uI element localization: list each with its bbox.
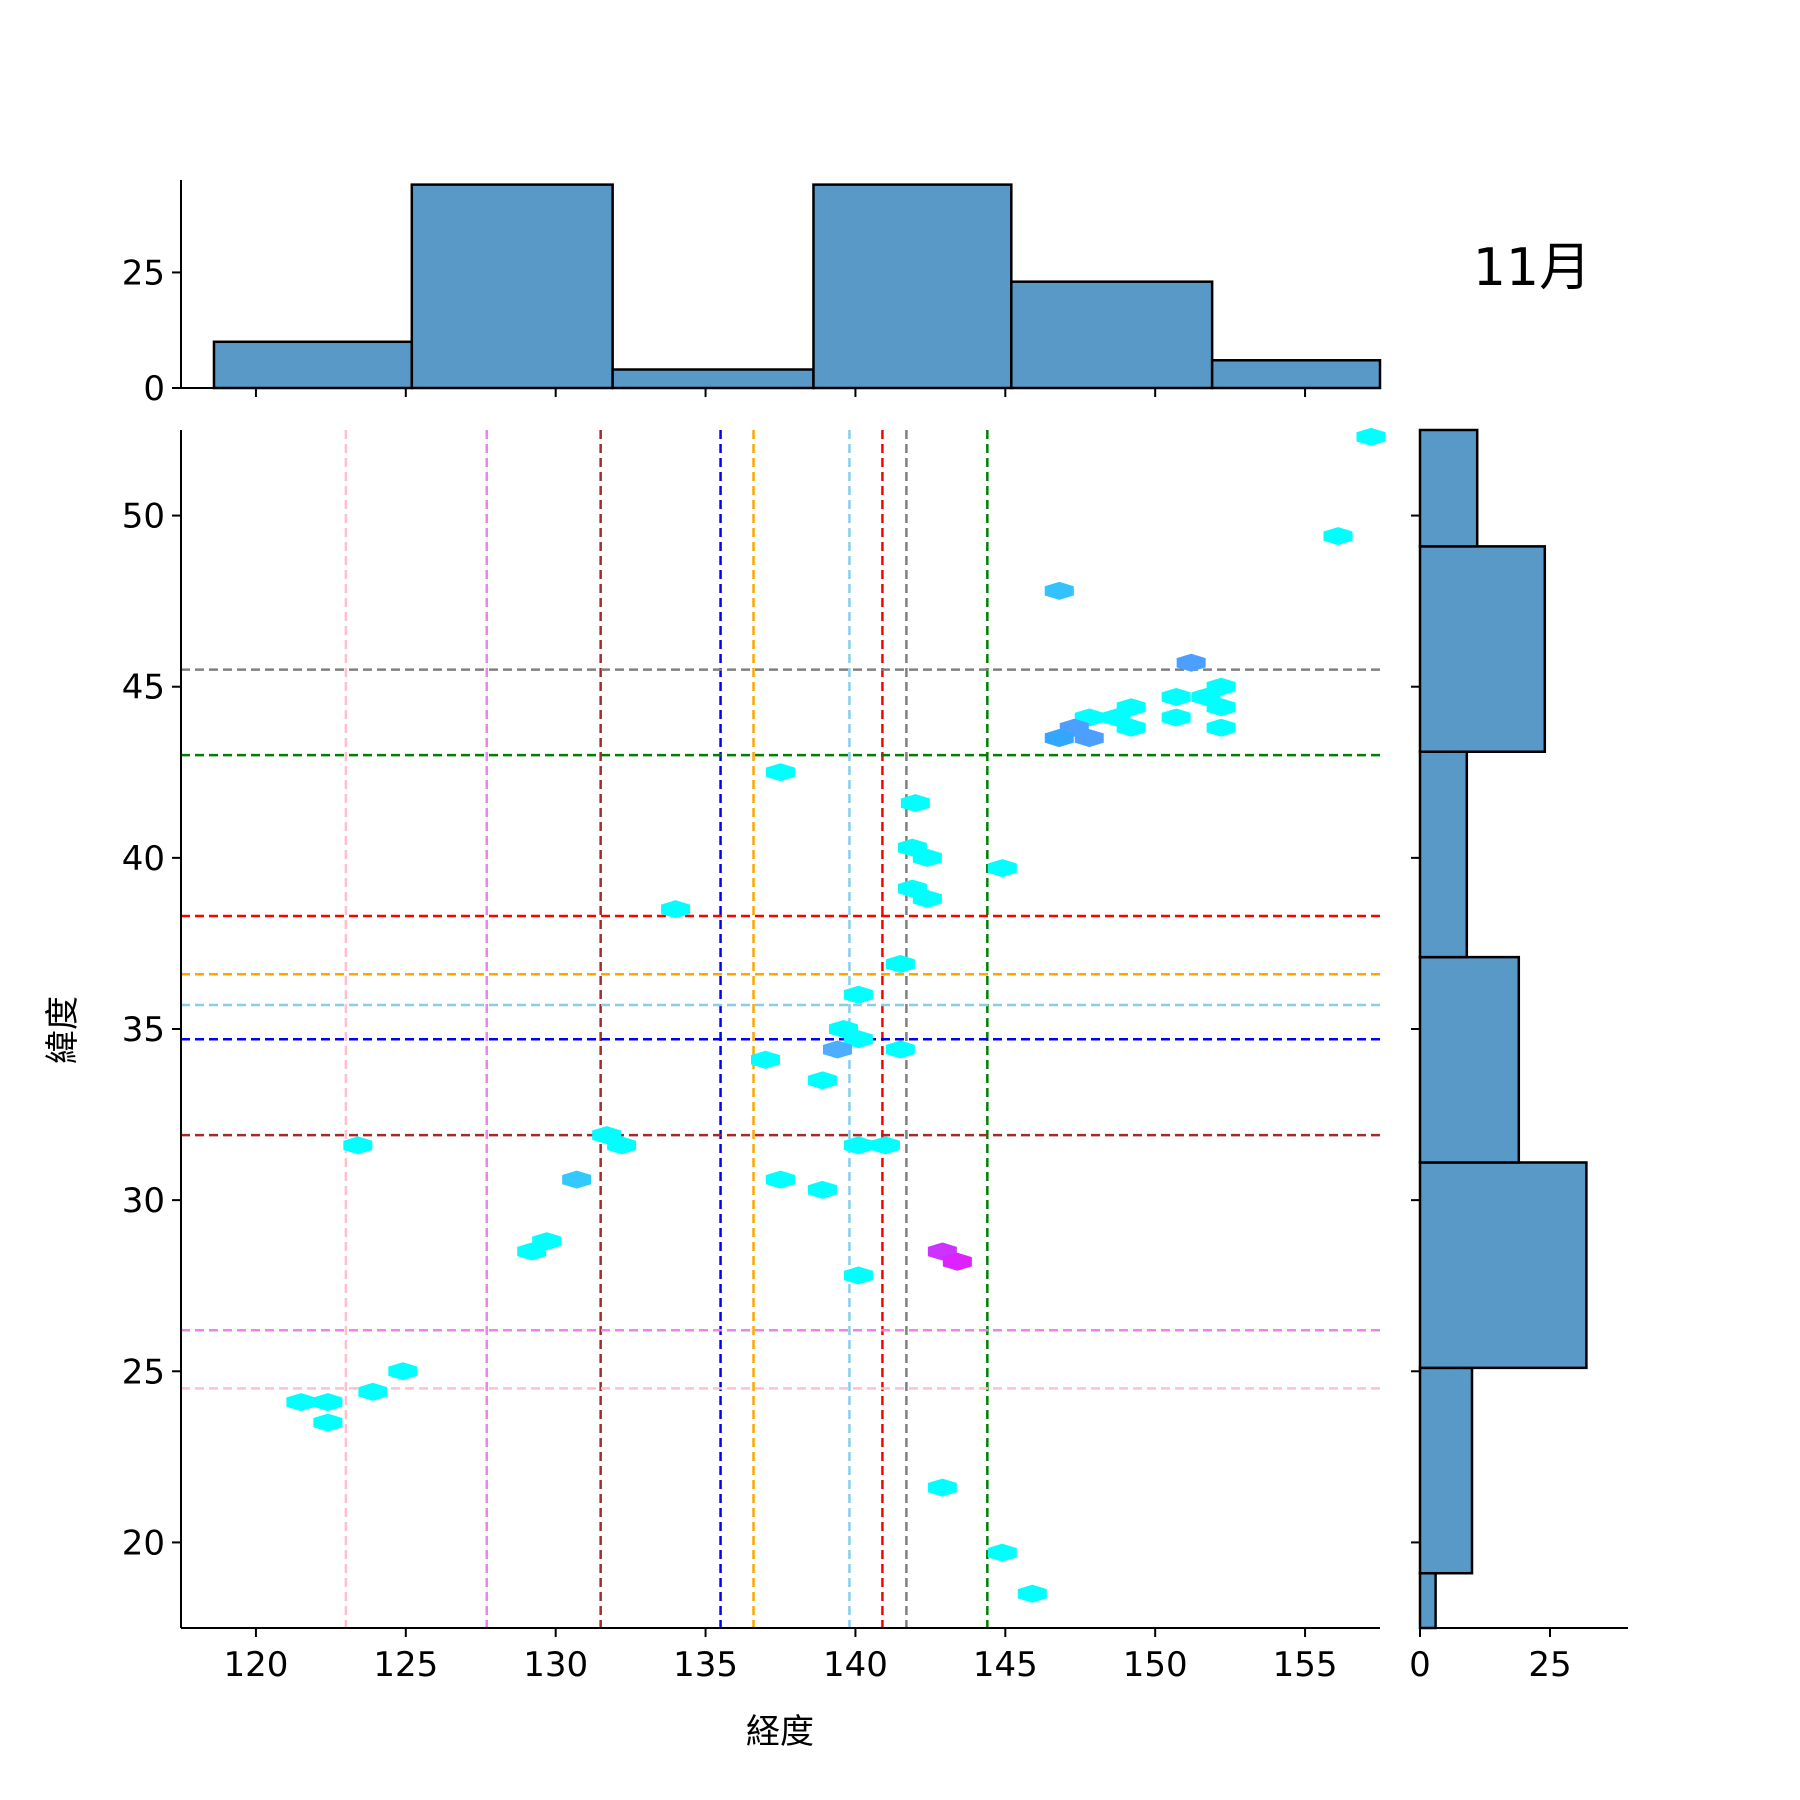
right-histogram-bar [1418,428,1479,548]
top-y-ticks: 0 25 [122,253,181,409]
right-histogram-bar [1418,750,1469,959]
hexbin-cell [607,1136,637,1155]
x-tick-label: 150 [1123,1645,1188,1685]
chart-title: 11月 [1473,238,1591,298]
x-tick-label: 130 [523,1645,588,1685]
x-tick-label: 125 [373,1645,438,1685]
hexbin-cell [900,794,930,813]
right-histogram-bar [1418,1366,1474,1575]
hexbin-cell [822,1040,852,1059]
right-y-ticks [1411,514,1420,1544]
hexbin-cell [766,1170,795,1189]
top-y-tick-label: 25 [122,253,165,293]
hexbin-cell [751,1050,781,1069]
top-marginal-histogram: 0 25 [122,180,1382,409]
hexbin-cell [1044,581,1074,600]
right-histogram-bar [1418,545,1547,753]
top-x-ticks [254,388,1307,397]
hexbin-cell [870,1136,900,1155]
hexbin-cell [885,954,915,973]
main-x-ticks: 120 125 130 135 140 145 150 155 [223,1628,1338,1685]
hexbin-cell [1206,698,1236,717]
main-y-ticks: 20 25 30 35 40 45 50 [122,497,181,1563]
hexbin-cell [1206,718,1236,737]
x-tick-label: 155 [1273,1645,1338,1685]
hexbin-cell [562,1170,592,1189]
hexbin-cell [1161,708,1191,727]
hexbin-cell [766,763,795,782]
hexbin-cell [388,1362,418,1381]
hexbin-cell [313,1413,343,1432]
y-tick-label: 35 [122,1010,165,1050]
y-tick-label: 45 [122,668,165,708]
hexbin-cell [807,1071,837,1090]
hexbin-cell [843,985,873,1004]
right-histogram-bar [1418,1161,1588,1370]
y-tick-label: 30 [122,1181,165,1221]
hexbin-cell [661,900,691,919]
hexbin-cell [358,1382,388,1401]
hexbin-cell [912,889,942,908]
hexbin-cell [885,1040,915,1059]
hexbin-cell [843,1030,873,1049]
y-axis-label: 緯度 [43,996,83,1064]
top-histogram-bars [212,183,1382,390]
hexbin-cell [1116,718,1146,737]
hexbin-cell [942,1252,972,1271]
x-tick-label: 120 [223,1645,288,1685]
y-tick-label: 40 [122,839,165,879]
hexbin-cell [927,1478,957,1497]
right-x-ticks: 0 25 [1409,1628,1572,1685]
hexbin-cell [313,1393,343,1412]
y-tick-label: 20 [122,1523,165,1563]
hexbin-cell [1176,653,1206,672]
hexbin-cell [1356,427,1386,446]
hexbin-cell [1017,1584,1047,1603]
right-histogram-bar [1418,955,1521,1164]
right-histogram-bar [1418,1571,1437,1630]
y-tick-label: 25 [122,1352,165,1392]
hexbin-cell [912,848,942,867]
right-histogram-bars [1418,428,1588,1630]
top-y-tick-label: 0 [143,369,165,409]
x-tick-label: 145 [973,1645,1038,1685]
x-axis-label: 経度 [746,1712,814,1752]
right-x-tick-label: 0 [1409,1645,1431,1685]
hexbin-cell [1323,527,1353,546]
top-histogram-bar [212,340,414,390]
hexbin-cell [343,1136,373,1155]
top-histogram-bar [1010,280,1214,390]
top-histogram-bar [611,368,815,390]
hexbin-cell [286,1393,316,1412]
hexbin-cell [1161,687,1191,707]
hexbin-plot: 120 125 130 135 140 145 150 155 20253035404550 … [43,427,1386,1752]
top-histogram-bar [1210,359,1382,390]
right-marginal-histogram: 0 25 [1409,428,1628,1685]
x-tick-label: 135 [673,1645,738,1685]
x-tick-label: 140 [823,1645,888,1685]
hexbin-cell [1074,729,1104,748]
hexbin-cell [1044,729,1074,748]
hexbin-cells [286,427,1386,1603]
right-x-tick-label: 25 [1528,1645,1571,1685]
y-tick-label: 50 [122,497,165,537]
hexbin-cell [987,1543,1017,1562]
hexbin-cell [987,859,1017,878]
top-histogram-bar [410,183,614,390]
reference-lines [181,430,1380,1628]
hexbin-cell [843,1136,873,1155]
hexbin-cell [517,1242,547,1261]
top-histogram-bar [812,183,1013,390]
hexbin-cell [843,1266,873,1285]
hexbin-cell [807,1180,837,1199]
